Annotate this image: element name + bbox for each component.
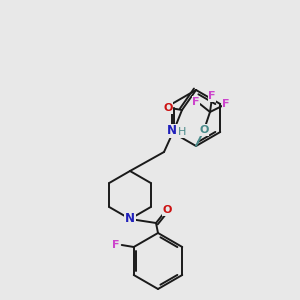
Text: O: O xyxy=(163,103,173,113)
Text: F: F xyxy=(112,240,119,250)
Text: F: F xyxy=(192,97,200,107)
Text: F: F xyxy=(208,91,216,101)
Text: O: O xyxy=(199,125,209,135)
Text: F: F xyxy=(222,99,230,109)
Text: O: O xyxy=(162,205,172,215)
Text: N: N xyxy=(125,212,135,226)
Text: H: H xyxy=(178,127,186,137)
Text: N: N xyxy=(167,124,177,137)
